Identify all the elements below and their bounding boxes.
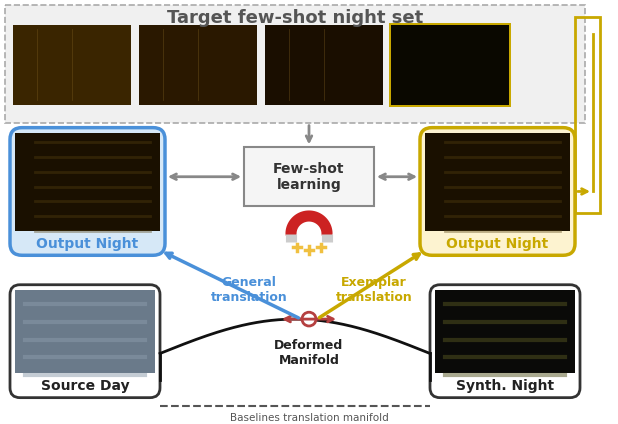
- Bar: [265, 25, 383, 105]
- Text: Synth. Night: Synth. Night: [456, 379, 554, 393]
- Bar: [244, 147, 374, 206]
- Bar: [139, 25, 257, 105]
- Circle shape: [302, 312, 316, 326]
- Bar: [391, 25, 509, 105]
- Text: Exemplar
translation: Exemplar translation: [336, 276, 412, 304]
- FancyBboxPatch shape: [10, 128, 165, 255]
- Bar: [265, 25, 383, 105]
- Bar: [391, 25, 509, 105]
- Text: Few-shot
learning: Few-shot learning: [273, 162, 345, 192]
- Bar: [435, 290, 575, 373]
- Bar: [13, 25, 131, 105]
- Bar: [139, 25, 257, 105]
- Bar: [5, 5, 585, 123]
- Text: General
translation: General translation: [211, 276, 287, 304]
- FancyBboxPatch shape: [10, 285, 160, 398]
- Bar: [15, 133, 160, 231]
- Bar: [389, 22, 511, 107]
- Text: Output Night: Output Night: [36, 237, 138, 251]
- Text: Output Night: Output Night: [446, 237, 549, 251]
- Text: Deformed
Manifold: Deformed Manifold: [274, 339, 344, 367]
- Bar: [425, 133, 570, 231]
- FancyBboxPatch shape: [430, 285, 580, 398]
- Text: Source Day: Source Day: [41, 379, 129, 393]
- Bar: [15, 290, 155, 373]
- Bar: [575, 17, 600, 213]
- FancyBboxPatch shape: [420, 128, 575, 255]
- Text: Baselines translation manifold: Baselines translation manifold: [230, 413, 388, 424]
- Text: Target few-shot night set: Target few-shot night set: [167, 8, 423, 27]
- Bar: [13, 25, 131, 105]
